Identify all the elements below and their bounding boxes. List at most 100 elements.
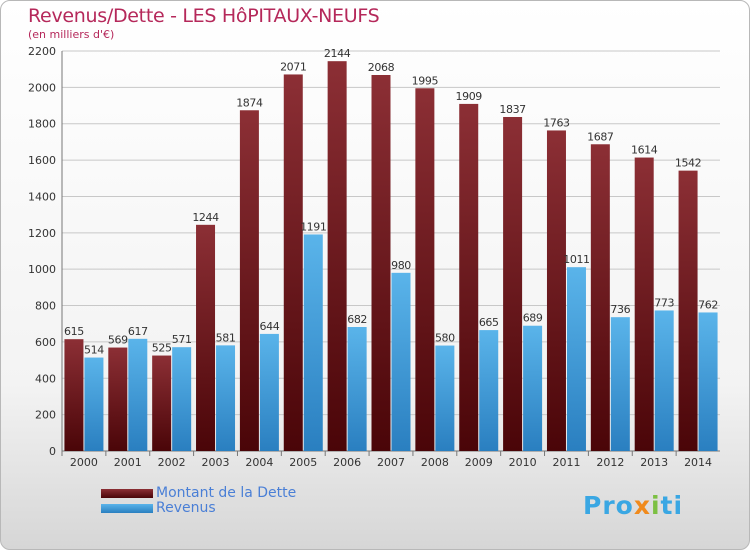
label-revenue-2011: 1011	[563, 253, 589, 266]
x-tick-label: 2013	[640, 456, 668, 469]
bar-revenue-2000	[84, 357, 104, 451]
bar-debt-2013	[634, 157, 654, 451]
axes: 0 200 400 600 800 1000 1200 1400 1600 1800 2000 220…	[28, 45, 720, 469]
x-tick-label: 2007	[377, 456, 405, 469]
bar-debt-2014	[678, 170, 698, 452]
x-tick-label: 2005	[289, 456, 317, 469]
label-revenue-2003: 581	[216, 331, 236, 344]
y-tick-label: 2200	[28, 45, 56, 58]
label-revenue-2013: 773	[654, 296, 674, 309]
bar-revenue-2011	[566, 267, 586, 451]
label-debt-2008: 1995	[412, 74, 439, 87]
label-revenue-2012: 736	[610, 303, 630, 316]
label-debt-2013: 1614	[631, 144, 658, 157]
bar-debt-2005	[283, 74, 303, 452]
label-revenue-2001: 617	[128, 325, 148, 338]
legend-swatch-revenue	[101, 504, 153, 513]
label-revenue-2008: 580	[435, 332, 455, 345]
grid-lines	[62, 50, 720, 452]
label-debt-2007: 2068	[368, 61, 395, 74]
y-tick-label: 1600	[28, 154, 56, 167]
bar-debt-2011	[546, 130, 566, 452]
bar-revenue-2009	[479, 330, 499, 451]
x-tick-label: 2010	[509, 456, 537, 469]
bar-debt-2004	[239, 110, 259, 451]
label-debt-2004: 1874	[236, 96, 263, 109]
bar-debt-2007	[371, 75, 391, 451]
bar-revenue-2006	[347, 327, 367, 451]
y-tick-label: 600	[35, 336, 56, 349]
label-revenue-2009: 665	[479, 316, 499, 329]
chart-subtitle: (en milliers d'€)	[28, 28, 115, 41]
legend-swatch-debt	[101, 489, 153, 498]
label-debt-2014: 1542	[675, 157, 701, 170]
bar-debt-2010	[503, 117, 523, 451]
label-debt-2012: 1687	[587, 130, 614, 143]
label-debt-2003: 1244	[192, 211, 219, 224]
label-revenue-2007: 980	[391, 259, 411, 272]
label-debt-2010: 1837	[499, 103, 526, 116]
bar-revenue-2001	[128, 338, 148, 451]
bar-debt-2001	[108, 347, 128, 451]
bar-revenue-2012	[610, 317, 630, 451]
label-debt-2002: 525	[152, 342, 172, 355]
bar-revenue-2010	[523, 325, 543, 451]
bar-revenue-2004	[259, 333, 279, 451]
label-revenue-2000: 514	[84, 344, 104, 357]
label-debt-2000: 615	[64, 325, 84, 338]
y-tick-label: 1200	[28, 227, 56, 240]
y-tick-label: 1800	[28, 118, 56, 131]
bar-revenue-2014	[698, 312, 718, 451]
label-revenue-2004: 644	[260, 320, 280, 333]
y-tick-label: 0	[49, 445, 56, 458]
bar-debt-2003	[196, 224, 216, 451]
x-tick-label: 2003	[202, 456, 230, 469]
y-tick-label: 400	[35, 372, 56, 385]
bar-revenue-2013	[654, 310, 674, 451]
y-tick-label: 200	[35, 409, 56, 422]
label-revenue-2002: 571	[172, 333, 192, 346]
x-tick-label: 2011	[552, 456, 580, 469]
bar-revenue-2003	[216, 345, 236, 451]
bars	[64, 61, 718, 452]
legend-label-revenue: Revenus	[156, 500, 216, 516]
bar-debt-2008	[415, 88, 435, 451]
label-revenue-2005: 1191	[300, 220, 326, 233]
y-tick-label: 800	[35, 300, 56, 313]
bar-revenue-2008	[435, 345, 455, 451]
y-tick-label: 1400	[28, 190, 56, 203]
x-tick-label: 2004	[245, 456, 273, 469]
legend-label-debt: Montant de la Dette	[156, 485, 297, 501]
bar-debt-2006	[327, 61, 347, 451]
x-tick-label: 2006	[333, 456, 361, 469]
bar-debt-2002	[152, 355, 172, 451]
x-tick-label: 2008	[421, 456, 449, 469]
x-tick-label: 2014	[684, 456, 712, 469]
y-tick-label: 2000	[28, 81, 56, 94]
label-debt-2001: 569	[108, 334, 128, 347]
chart-title: Revenus/Dette - LES HôPITAUX-NEUFS	[28, 5, 380, 27]
x-tick-label: 2000	[70, 456, 98, 469]
proxiti-logo: Proxiti	[583, 491, 684, 520]
bar-revenue-2002	[172, 347, 192, 451]
x-tick-label: 2009	[465, 456, 493, 469]
x-tick-label: 2002	[158, 456, 186, 469]
label-revenue-2010: 689	[523, 312, 543, 325]
y-tick-label: 1000	[28, 263, 56, 276]
bar-revenue-2005	[303, 234, 323, 451]
label-revenue-2014: 762	[698, 298, 718, 311]
label-debt-2011: 1763	[543, 116, 570, 129]
label-revenue-2006: 682	[347, 313, 367, 326]
bar-debt-2000	[64, 339, 84, 451]
bar-debt-2009	[459, 103, 479, 451]
label-debt-2005: 2071	[280, 60, 306, 73]
label-debt-2006: 2144	[324, 47, 351, 60]
bar-revenue-2007	[391, 272, 411, 451]
x-tick-label: 2001	[114, 456, 142, 469]
x-tick-label: 2012	[596, 456, 624, 469]
bar-debt-2012	[590, 144, 610, 452]
label-debt-2009: 1909	[456, 90, 483, 103]
